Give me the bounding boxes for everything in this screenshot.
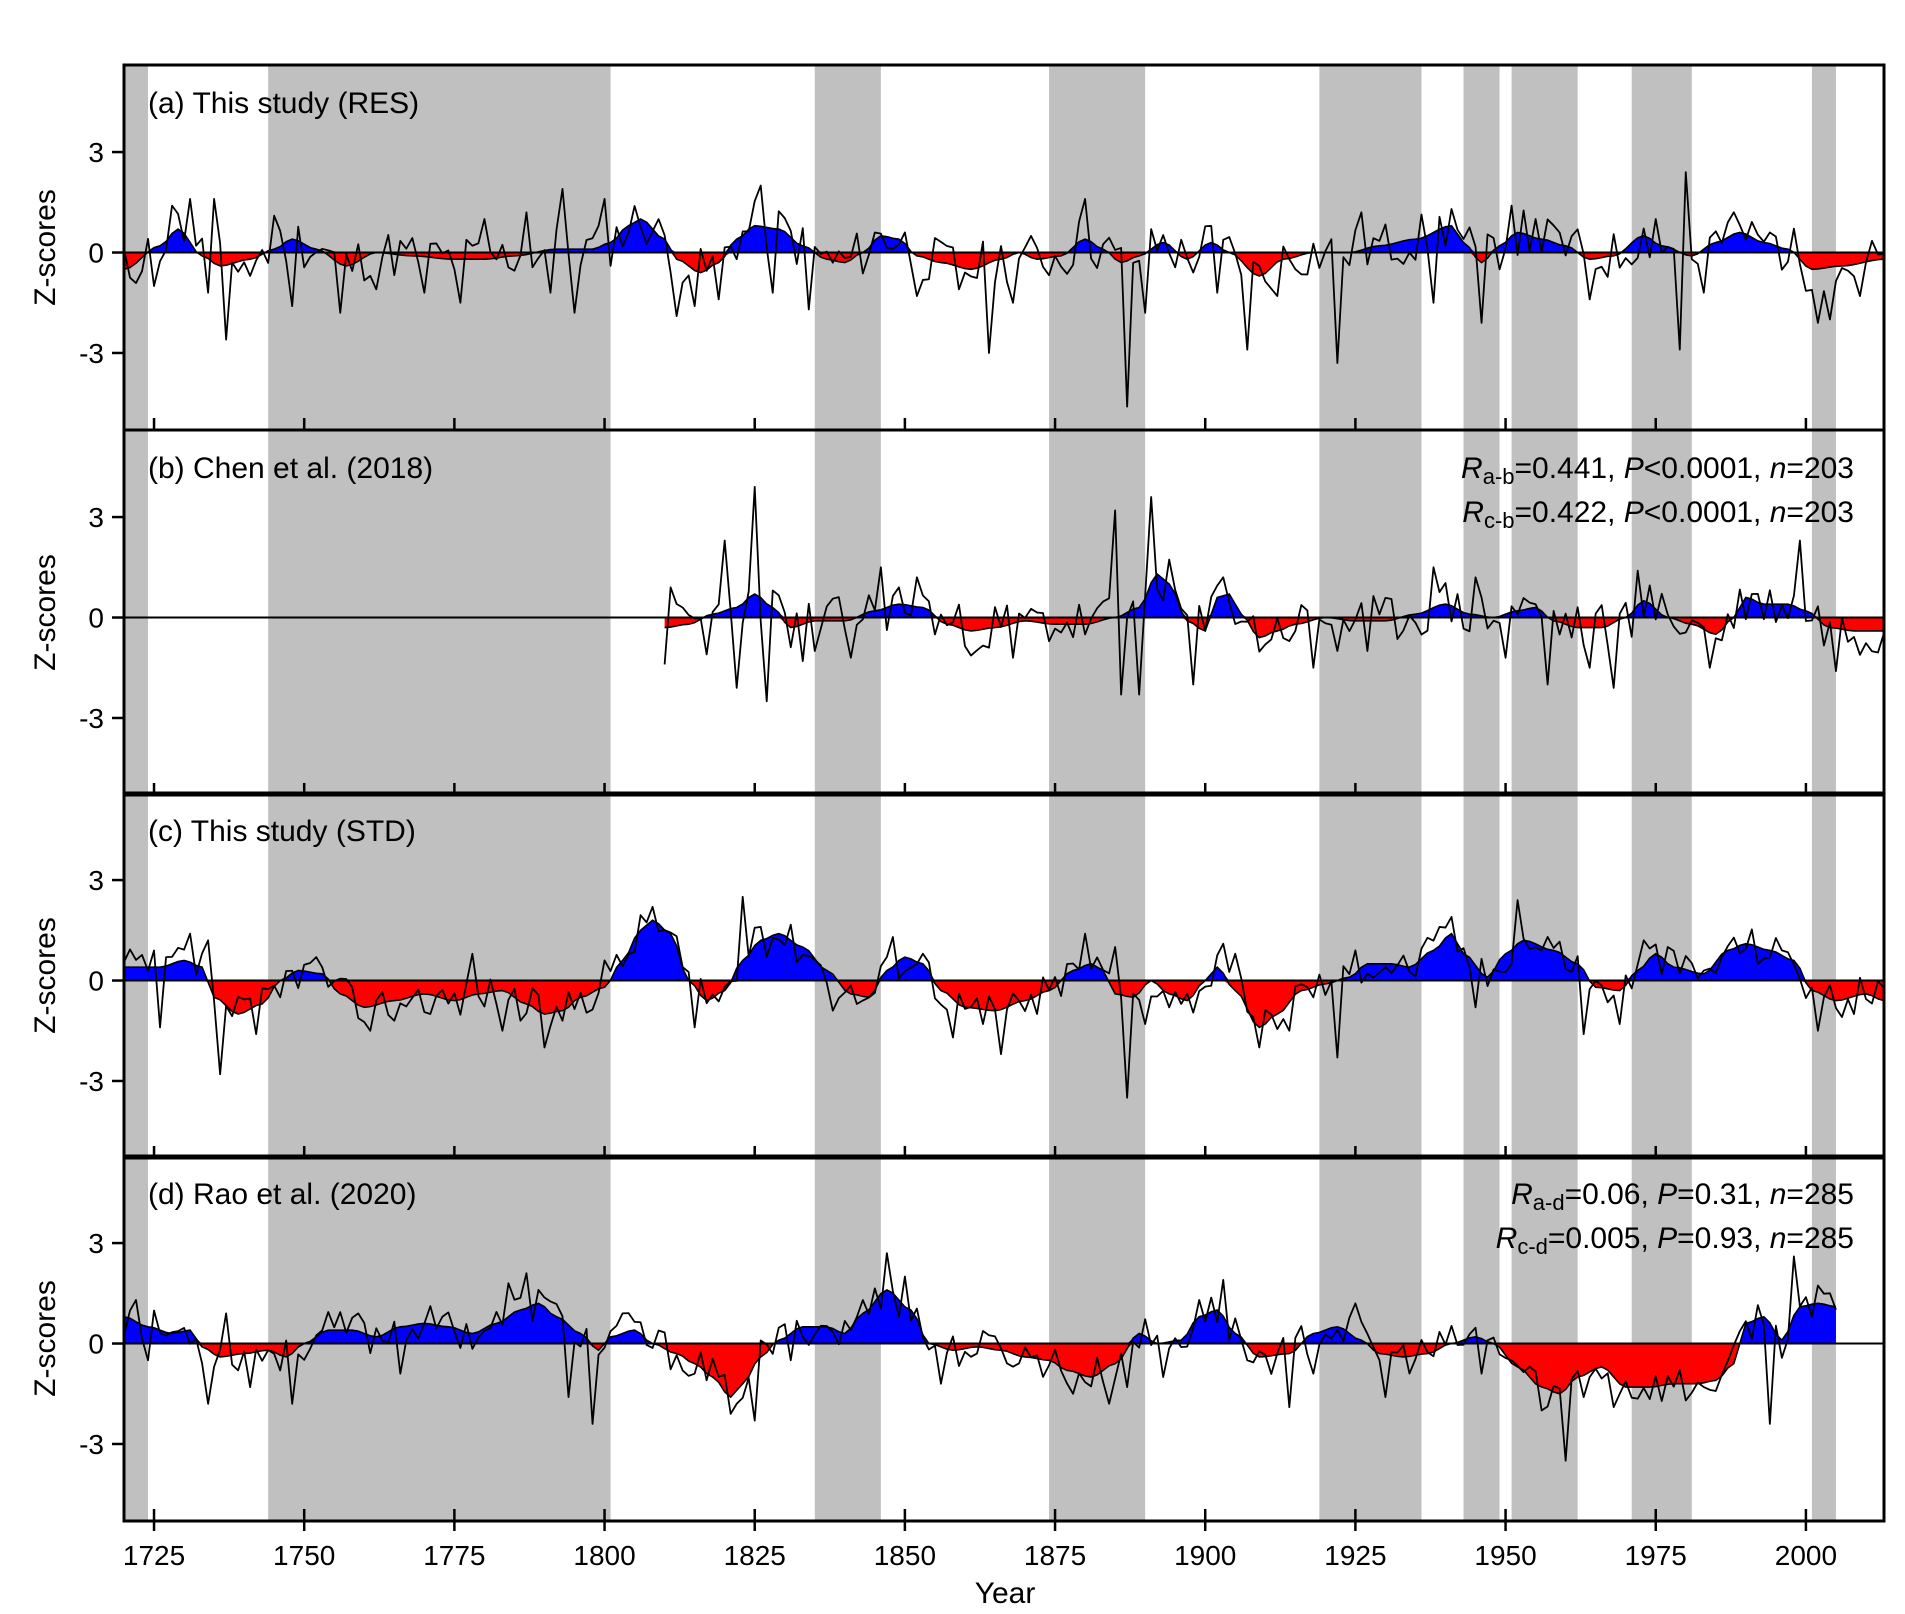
smoothed-line [124, 919, 1885, 1029]
panel-label: (d) Rao et al. (2020) [148, 1178, 416, 1211]
annual-line [123, 1252, 1837, 1462]
label-layer: 3 0 -3 Z-scores (a) This study (RES) 3 0 -3 Z-sc… [29, 87, 1854, 1571]
y-tick-label: 3 [88, 137, 104, 168]
correlation-annotation: Ra-d=0.06, P=0.31, n=285 [1511, 1178, 1854, 1215]
panel-label: (a) This study (RES) [148, 87, 419, 120]
y-tick-label: -3 [79, 703, 104, 734]
y-tick-label: -3 [79, 1429, 104, 1460]
x-tick-label: 1950 [1474, 1540, 1536, 1571]
y-tick-label: 0 [88, 1329, 104, 1360]
annual-line [123, 171, 1885, 408]
panel-label: (c) This study (STD) [148, 815, 416, 848]
smoothed-line [123, 1289, 1837, 1399]
annual-line [123, 895, 1885, 1099]
negative-fill-area [124, 1343, 1836, 1398]
x-tick-label: 1850 [874, 1540, 936, 1571]
x-tick-label: 1875 [1024, 1540, 1086, 1571]
y-tick-label: 0 [88, 966, 104, 997]
panel-b-series [663, 486, 1885, 703]
axes-layer [112, 63, 1886, 1531]
correlation-annotation: Rc-b=0.422, P<0.0001, n=203 [1462, 496, 1854, 533]
y-tick-label: 0 [88, 238, 104, 269]
correlation-annotation: Ra-b=0.441, P<0.0001, n=203 [1461, 452, 1854, 489]
panel-d-series [123, 1252, 1837, 1462]
y-tick-label: -3 [79, 1066, 104, 1097]
panel-frame [122, 791, 1886, 1160]
panel-frame [122, 428, 1886, 797]
x-tick-label: 1750 [273, 1540, 335, 1571]
y-axis-title: Z-scores [29, 189, 62, 306]
negative-fill-area [124, 252, 1884, 276]
x-tick-label: 1725 [123, 1540, 185, 1571]
x-tick-label: 1925 [1324, 1540, 1386, 1571]
panel-label: (b) Chen et al. (2018) [148, 452, 433, 485]
y-axis-title: Z-scores [29, 917, 62, 1034]
x-axis-title: Year [975, 1577, 1036, 1610]
x-tick-label: 1900 [1174, 1540, 1236, 1571]
y-tick-label: 3 [88, 502, 104, 533]
y-tick-label: 0 [88, 603, 104, 634]
x-tick-label: 1975 [1625, 1540, 1687, 1571]
x-tick-label: 1775 [423, 1540, 485, 1571]
x-tick-label: 1800 [573, 1540, 635, 1571]
y-tick-label: -3 [79, 338, 104, 369]
y-tick-label: 3 [88, 865, 104, 896]
panel-frame [122, 1154, 1886, 1523]
positive-fill-area [124, 920, 1884, 981]
y-axis-title: Z-scores [29, 1280, 62, 1397]
positive-fill-area [124, 1289, 1836, 1344]
x-tick-label: 2000 [1775, 1540, 1837, 1571]
x-tick-label: 1825 [724, 1540, 786, 1571]
y-axis-title: Z-scores [29, 554, 62, 671]
annual-line [663, 486, 1885, 703]
y-tick-label: 3 [88, 1228, 104, 1259]
negative-fill-area [124, 980, 1884, 1028]
data-layer [123, 171, 1885, 1462]
panel-c-series [123, 895, 1885, 1099]
panel-a-series [123, 171, 1885, 408]
correlation-annotation: Rc-d=0.005, P=0.93, n=285 [1496, 1222, 1854, 1259]
